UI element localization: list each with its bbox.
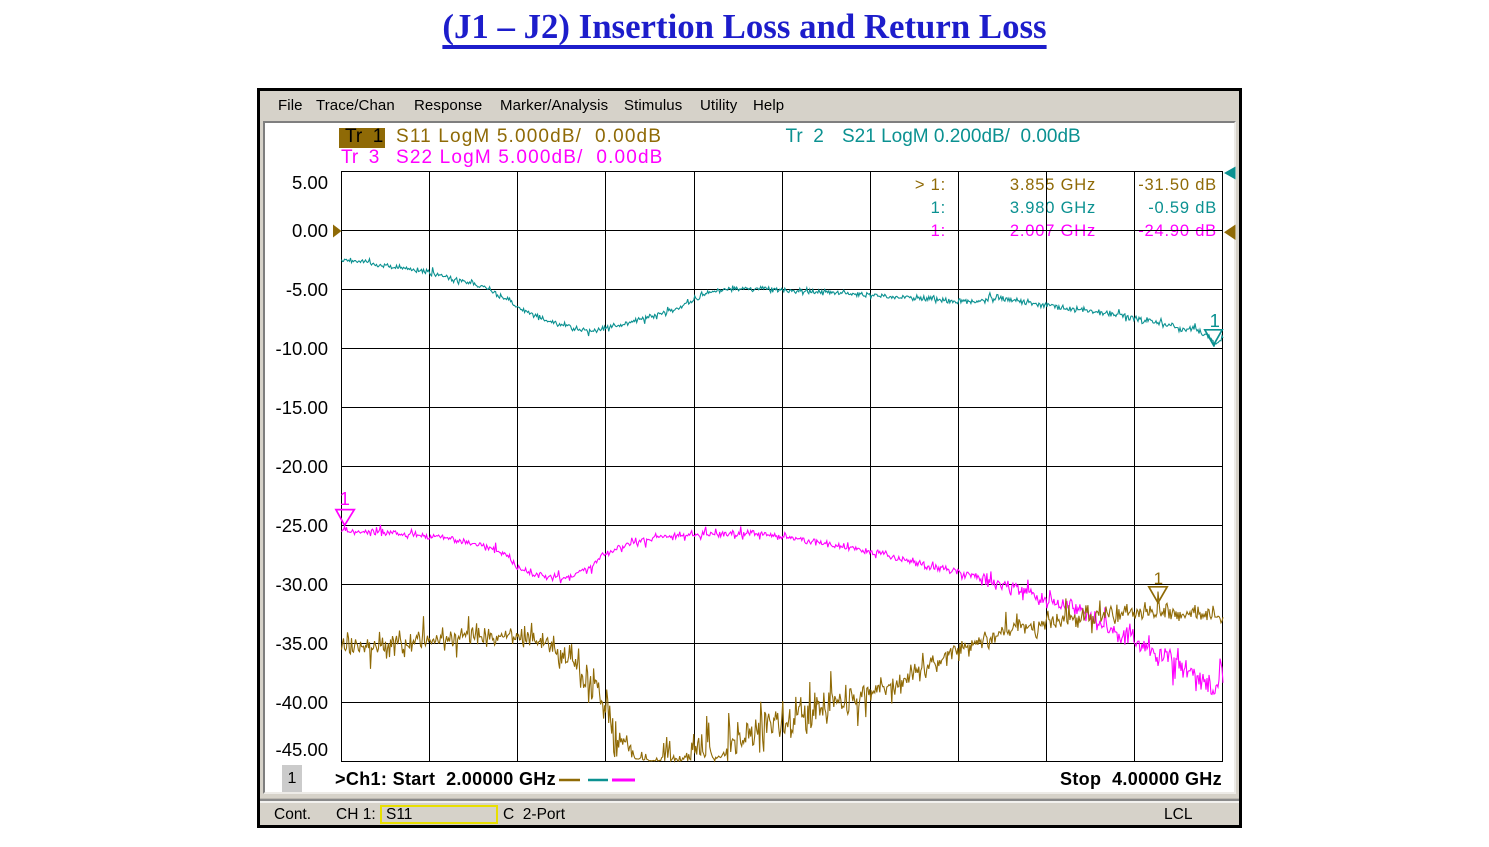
svg-text:1: 1: [1210, 310, 1220, 331]
svg-text:1: 1: [340, 488, 350, 509]
svg-text:1: 1: [1154, 569, 1163, 588]
